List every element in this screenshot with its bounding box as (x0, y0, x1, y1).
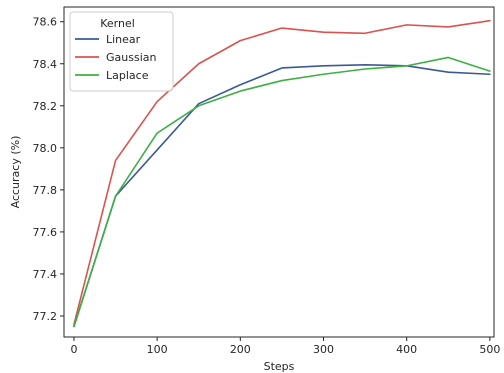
x-tick-label: 0 (70, 343, 77, 356)
x-tick-label: 400 (396, 343, 417, 356)
x-tick-label: 300 (313, 343, 334, 356)
y-axis-ticks: 77.2 77.4 77.6 77.8 78.0 78.2 78.4 78.6 (33, 16, 64, 323)
y-tick-label: 78.6 (33, 16, 58, 29)
series-line-gaussian (73, 19, 491, 326)
x-tick-label: 500 (479, 343, 500, 356)
y-tick-label: 78.2 (33, 100, 58, 113)
x-tick-label: 100 (147, 343, 168, 356)
legend-label-gaussian: Gaussian (106, 51, 156, 64)
x-axis-label: Steps (264, 360, 295, 373)
x-tick-label: 200 (230, 343, 251, 356)
y-axis-label: Accuracy (%) (9, 136, 22, 209)
legend-items: Linear Gaussian Laplace (75, 33, 156, 82)
y-tick-label: 77.8 (33, 184, 58, 197)
y-tick-label: 78.4 (33, 58, 58, 71)
y-tick-label: 77.4 (33, 268, 58, 281)
y-tick-label: 78.0 (33, 142, 58, 155)
legend-box (69, 11, 174, 92)
legend-title: Kernel (100, 17, 135, 30)
y-tick-label: 77.6 (33, 226, 58, 239)
legend: Kernel Linear Gaussian Laplace (69, 11, 174, 92)
plot-frame (63, 6, 495, 338)
x-axis-ticks: 0 100 200 300 400 500 (70, 337, 500, 356)
series-lines (73, 19, 491, 328)
y-tick-label: 77.2 (33, 310, 58, 323)
series-line-laplace (73, 56, 491, 328)
series-line-linear (73, 64, 491, 328)
legend-label-linear: Linear (106, 33, 141, 46)
legend-label-laplace: Laplace (106, 69, 149, 82)
